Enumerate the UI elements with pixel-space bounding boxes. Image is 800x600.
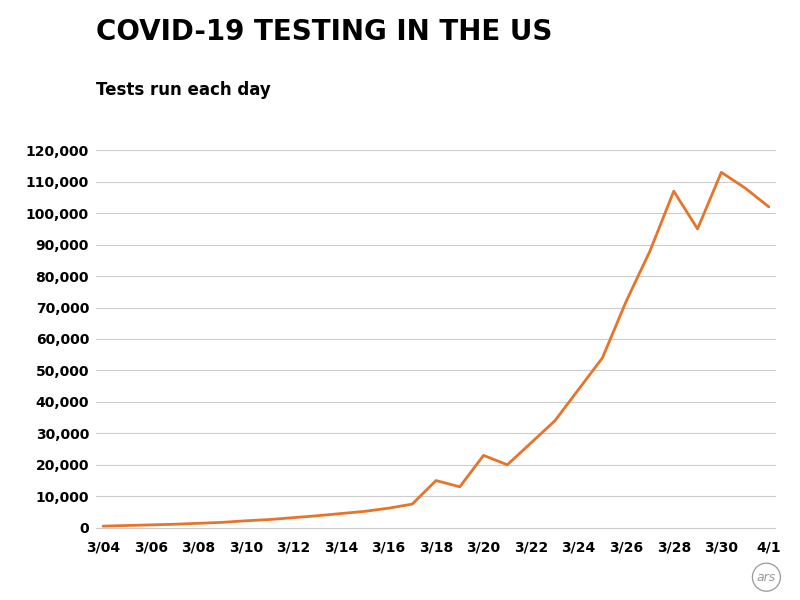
Text: COVID-19 TESTING IN THE US: COVID-19 TESTING IN THE US [96, 18, 552, 46]
Text: Tests run each day: Tests run each day [96, 81, 270, 99]
Text: ars: ars [757, 571, 776, 584]
